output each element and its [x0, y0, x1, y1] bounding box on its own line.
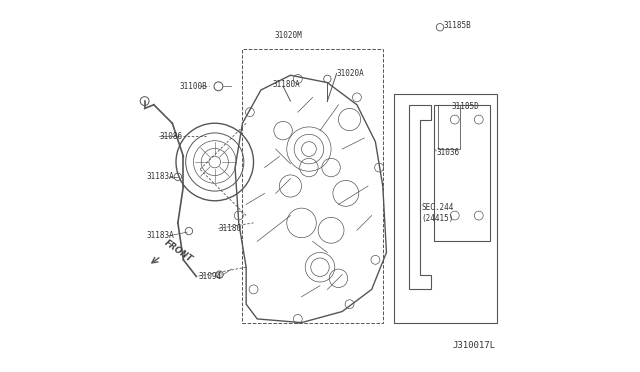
Text: 31094: 31094 [198, 272, 221, 281]
Text: 31180A: 31180A [272, 80, 300, 89]
Text: 31185D: 31185D [451, 102, 479, 111]
Text: J310017L: J310017L [452, 341, 495, 350]
Text: 31183A: 31183A [147, 231, 174, 240]
Circle shape [216, 271, 223, 278]
Text: SEC.244: SEC.244 [422, 203, 454, 212]
Text: (24415): (24415) [422, 214, 454, 223]
Text: 31036: 31036 [436, 148, 460, 157]
Text: FRONT: FRONT [163, 238, 195, 264]
Text: 31086: 31086 [159, 132, 182, 141]
Bar [243, 49, 383, 323]
Text: 31180: 31180 [218, 224, 241, 233]
Text: 31020A: 31020A [337, 69, 364, 78]
Bar [394, 94, 497, 323]
Text: 31183A: 31183A [147, 172, 174, 181]
Text: 31100B: 31100B [180, 82, 207, 91]
Text: 31020M: 31020M [275, 31, 303, 40]
Text: 31185B: 31185B [444, 21, 472, 30]
